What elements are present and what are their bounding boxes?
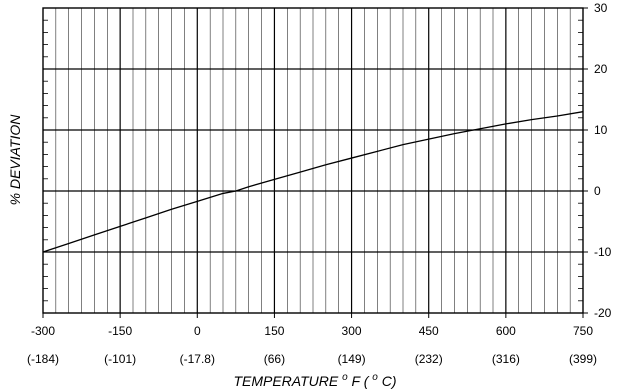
x-secondary-tick-label: (-184) bbox=[27, 352, 59, 366]
x-tick-label: 0 bbox=[194, 324, 201, 338]
y-axis-title: % DEVIATION bbox=[7, 114, 23, 206]
x-axis-title-f-unit: F ( bbox=[352, 373, 370, 389]
x-axis-title-c-unit: C) bbox=[382, 373, 397, 389]
x-tick-label: 150 bbox=[264, 324, 284, 338]
y-tick-label: 10 bbox=[594, 123, 608, 137]
x-axis-title: TEMPERATURE o F ( o C) bbox=[233, 367, 396, 389]
x-secondary-tick-label: (-101) bbox=[104, 352, 136, 366]
y-tick-label: 0 bbox=[594, 184, 601, 198]
x-tick-label: 750 bbox=[573, 324, 593, 338]
x-tick-label: 300 bbox=[342, 324, 362, 338]
x-tick-label: 600 bbox=[496, 324, 516, 338]
x-secondary-tick-label: (149) bbox=[338, 352, 366, 366]
y-tick-label: 20 bbox=[594, 62, 608, 76]
x-axis-title-main: TEMPERATURE bbox=[233, 373, 338, 389]
y-tick-label: 30 bbox=[594, 1, 608, 15]
x-axis-title-f-degree: o bbox=[342, 372, 348, 383]
y-tick-label: -20 bbox=[594, 306, 612, 320]
x-secondary-tick-label: (399) bbox=[569, 352, 597, 366]
x-tick-label: 450 bbox=[419, 324, 439, 338]
grid-layer bbox=[42, 7, 588, 318]
x-tick-label: -150 bbox=[108, 324, 132, 338]
x-secondary-tick-label: (316) bbox=[492, 352, 520, 366]
x-secondary-tick-label: (-17.8) bbox=[180, 352, 215, 366]
x-secondary-tick-label: (232) bbox=[415, 352, 443, 366]
deviation-curve bbox=[42, 111, 584, 253]
x-tick-label: -300 bbox=[31, 324, 55, 338]
plot-frame bbox=[42, 7, 584, 314]
y-tick-label: -10 bbox=[594, 245, 612, 259]
tick-labels: -300(-184)-150(-101)0(-17.8)150(66)300(1… bbox=[27, 1, 612, 366]
x-axis-title-c-degree: o bbox=[372, 372, 378, 383]
series-layer bbox=[42, 111, 584, 253]
x-secondary-tick-label: (66) bbox=[264, 352, 285, 366]
